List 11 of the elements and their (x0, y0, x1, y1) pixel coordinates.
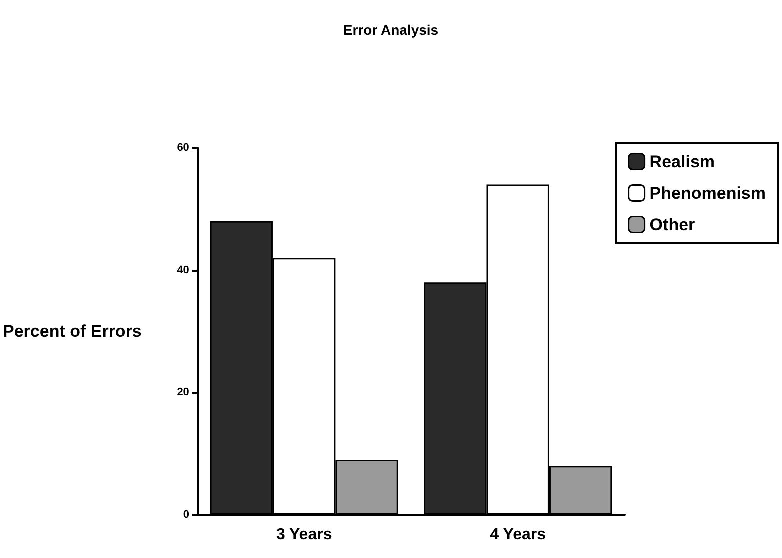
y-axis-title: Percent of Errors (2, 322, 142, 341)
y-tick-label: 0 (183, 509, 190, 521)
y-tick-label: 20 (177, 386, 190, 399)
y-tick-label: 40 (177, 264, 190, 276)
x-tick-label: 4 Years (490, 526, 546, 544)
y-tick-label: 60 (177, 142, 190, 154)
x-tick-label: 3 Years (276, 526, 332, 544)
legend-label: Realism (650, 152, 716, 172)
legend-label: Phenomenism (650, 184, 766, 203)
legend-label: Other (650, 215, 696, 234)
chart-title: Error Analysis (343, 22, 439, 38)
